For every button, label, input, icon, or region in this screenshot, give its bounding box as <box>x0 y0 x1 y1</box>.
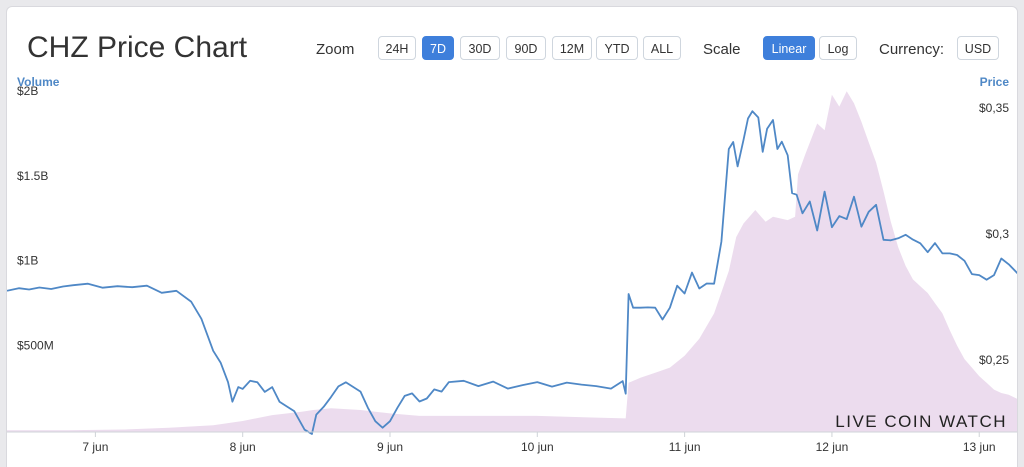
price-line <box>7 110 1017 435</box>
zoom-7d-button[interactable]: 7D <box>422 36 454 60</box>
scale-linear-button[interactable]: Linear <box>763 36 815 60</box>
price-tick-label: $0,35 <box>979 101 1009 115</box>
x-tick-label: 11 jun <box>669 440 701 454</box>
x-axis-ticks: 7 jun 8 jun 9 jun 10 jun 11 jun 12 jun 13 jun <box>82 432 996 454</box>
page-title: CHZ Price Chart <box>27 31 248 64</box>
x-tick-label: 8 jun <box>230 440 256 454</box>
currency-label: Currency: <box>879 41 945 58</box>
zoom-12m-button[interactable]: 12M <box>552 36 592 60</box>
price-axis-title: Price <box>980 75 1010 89</box>
price-tick-label: $0,3 <box>986 227 1010 241</box>
watermark-logo: LIVE COIN WATCH <box>835 412 1007 431</box>
price-tick-label: $0,25 <box>979 353 1009 367</box>
volume-tick-label: $1.5B <box>17 169 48 183</box>
price-line-series <box>7 110 1017 435</box>
x-tick-label: 9 jun <box>377 440 403 454</box>
price-axis-ticks: $0,25 $0,3 $0,35 <box>979 101 1009 367</box>
currency-select[interactable]: USD <box>957 36 999 60</box>
volume-area-series <box>7 91 1017 432</box>
volume-axis-title: Volume <box>17 75 60 89</box>
volume-tick-label: $2B <box>17 84 38 98</box>
scale-log-button[interactable]: Log <box>819 36 857 60</box>
zoom-ytd-button[interactable]: YTD <box>596 36 638 60</box>
volume-area <box>7 91 1017 432</box>
x-tick-label: 10 jun <box>521 440 554 454</box>
x-tick-label: 12 jun <box>816 440 849 454</box>
chart-card: CHZ Price Chart Zoom 24H 7D 30D 90D 12M … <box>6 6 1018 467</box>
zoom-24h-button[interactable]: 24H <box>378 36 416 60</box>
zoom-all-button[interactable]: ALL <box>643 36 681 60</box>
volume-axis-ticks: $500M $1B $1.5B $2B <box>17 84 54 352</box>
zoom-label: Zoom <box>316 41 355 58</box>
zoom-30d-button[interactable]: 30D <box>460 36 500 60</box>
volume-tick-label: $1B <box>17 254 38 268</box>
volume-tick-label: $500M <box>17 338 54 352</box>
x-tick-label: 7 jun <box>82 440 108 454</box>
price-volume-chart: 7 jun 8 jun 9 jun 10 jun 11 jun 12 jun 13 jun … <box>7 75 1017 454</box>
zoom-90d-button[interactable]: 90D <box>506 36 546 60</box>
x-tick-label: 13 jun <box>963 440 996 454</box>
scale-label: Scale <box>703 41 741 58</box>
